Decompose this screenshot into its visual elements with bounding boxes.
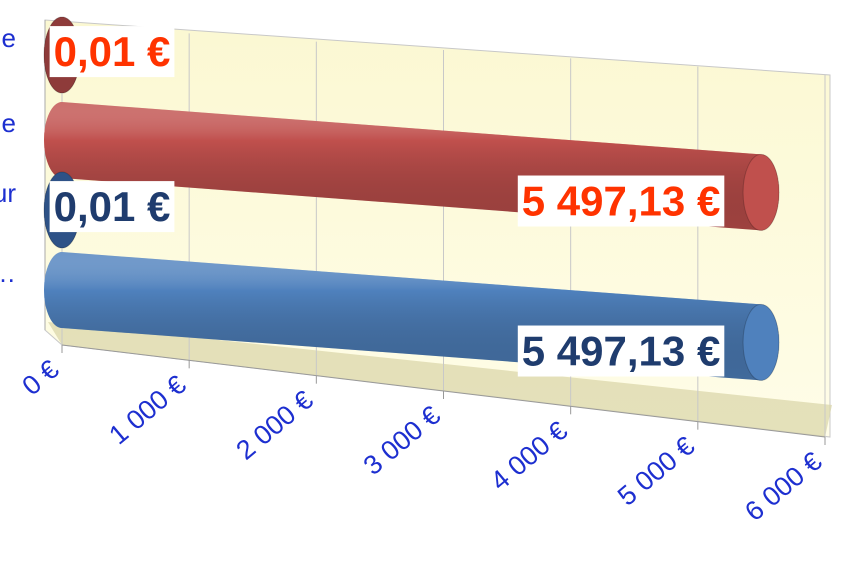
value-label: 5 497,13 € — [517, 325, 725, 377]
y-tick-label: et… — [0, 258, 16, 288]
value-label-bg — [49, 181, 175, 233]
y-tick-label: e — [2, 23, 16, 53]
x-tick-label: 1 000 € — [103, 369, 191, 450]
x-tick-label: 5 000 € — [612, 431, 700, 512]
value-label-text: 5 497,13 € — [522, 328, 721, 375]
bar-end — [742, 153, 780, 231]
value-label-text: 0,01 € — [54, 183, 171, 230]
x-tick-label: 6 000 € — [739, 446, 827, 527]
x-tick-label: 3 000 € — [358, 400, 446, 481]
x-axis — [61, 344, 826, 438]
x-tick-label: 0 € — [16, 354, 64, 401]
value-label-bg — [49, 26, 175, 78]
value-label: 5 497,13 € — [517, 175, 725, 227]
x-tick-label: 4 000 € — [485, 415, 573, 496]
value-label: 0,01 € — [49, 26, 175, 78]
bar-end — [742, 303, 780, 381]
value-label-bg — [517, 325, 725, 377]
y-tick-label: ur — [0, 178, 16, 208]
value-label: 0,01 € — [49, 181, 175, 233]
plot-floor — [48, 322, 832, 437]
value-label-text: 0,01 € — [54, 28, 171, 75]
x-tick-label: 2 000 € — [230, 385, 318, 466]
y-tick-label: e — [2, 108, 16, 138]
value-label-text: 5 497,13 € — [522, 178, 721, 225]
value-label-bg — [517, 175, 725, 227]
